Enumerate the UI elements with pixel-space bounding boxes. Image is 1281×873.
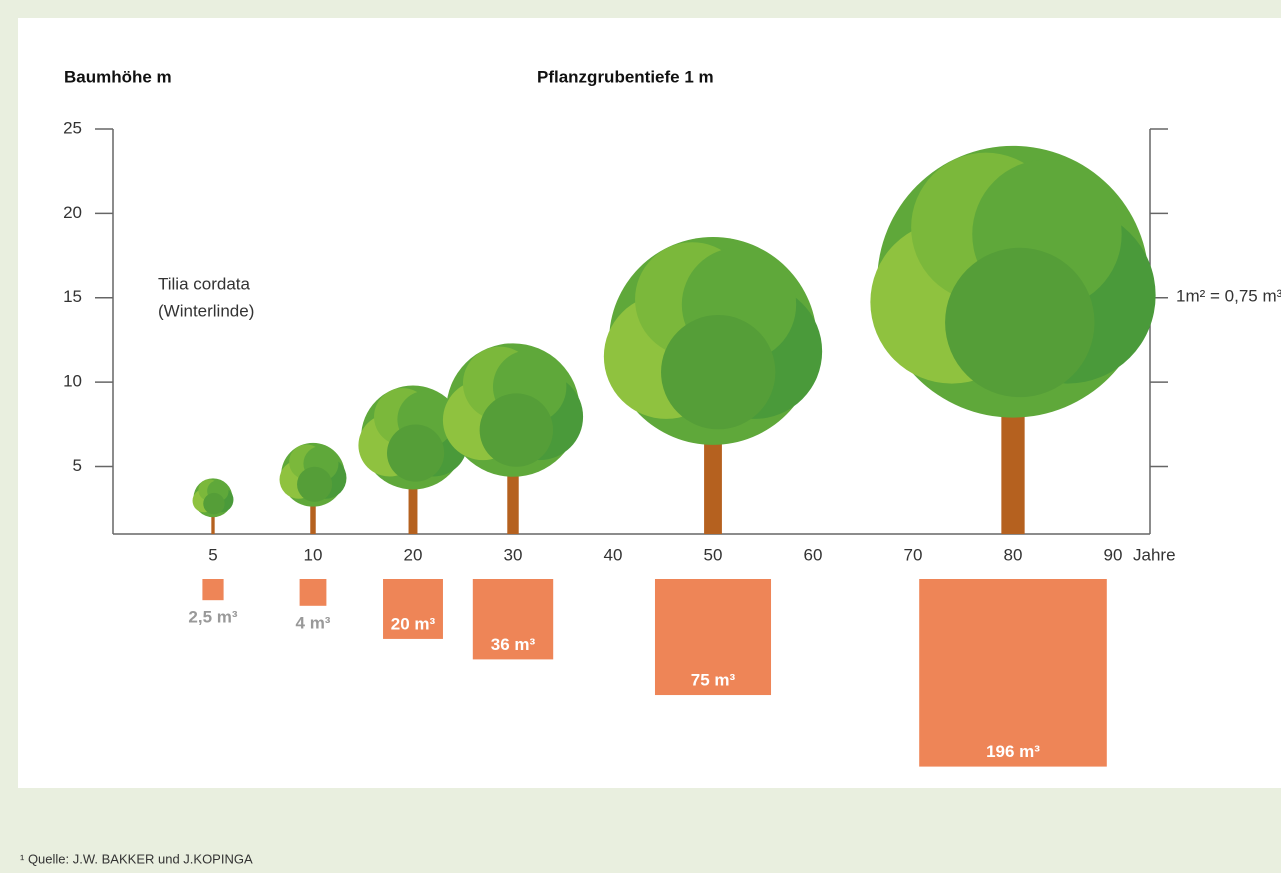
x-tick-label: 20 <box>404 545 423 564</box>
pit-square <box>202 579 223 600</box>
value-label: 75 m³ <box>691 671 736 690</box>
canopy <box>661 315 775 429</box>
x-axis-label: Jahre <box>1133 545 1176 564</box>
annotation: (Winterlinde) <box>158 301 254 320</box>
canopy <box>945 248 1094 397</box>
x-tick-label: 5 <box>208 545 217 564</box>
chart: Baumhöhe m Pflanzgrubentiefe 1 m Tilia c… <box>0 0 1281 873</box>
value-label: 20 m³ <box>391 614 436 633</box>
right-note: 1m² = 0,75 m³ <box>1176 286 1281 305</box>
y-tick-label: 20 <box>63 203 82 222</box>
chart-title: Pflanzgrubentiefe 1 m <box>537 67 714 86</box>
canopy <box>203 493 224 514</box>
pit-square <box>300 579 327 606</box>
y-tick-label: 15 <box>63 287 82 306</box>
y-tick-label: 5 <box>73 456 82 475</box>
value-label: 36 m³ <box>491 635 536 654</box>
pit-square <box>919 579 1107 767</box>
x-tick-label: 90 <box>1104 545 1123 564</box>
page: Baumhöhe m Pflanzgrubentiefe 1 m Tilia c… <box>0 0 1281 873</box>
x-tick-label: 80 <box>1004 545 1023 564</box>
x-tick-label: 50 <box>704 545 723 564</box>
canopy <box>480 393 553 466</box>
value-label: 4 m³ <box>296 613 331 632</box>
x-tick-label: 60 <box>804 545 823 564</box>
annotation: Tilia cordata <box>158 274 251 293</box>
y-axis-label: Baumhöhe m <box>64 67 172 86</box>
x-tick-label: 70 <box>904 545 923 564</box>
y-tick-label: 25 <box>63 118 82 137</box>
footnote: ¹ Quelle: J.W. BAKKER und J.KOPINGA <box>20 851 253 866</box>
canopy <box>297 467 332 502</box>
value-label: 2,5 m³ <box>188 608 237 627</box>
x-tick-label: 30 <box>504 545 523 564</box>
canopy <box>387 424 444 481</box>
value-label: 196 m³ <box>986 742 1040 761</box>
x-tick-label: 10 <box>304 545 323 564</box>
y-tick-label: 10 <box>63 372 82 391</box>
x-tick-label: 40 <box>604 545 623 564</box>
